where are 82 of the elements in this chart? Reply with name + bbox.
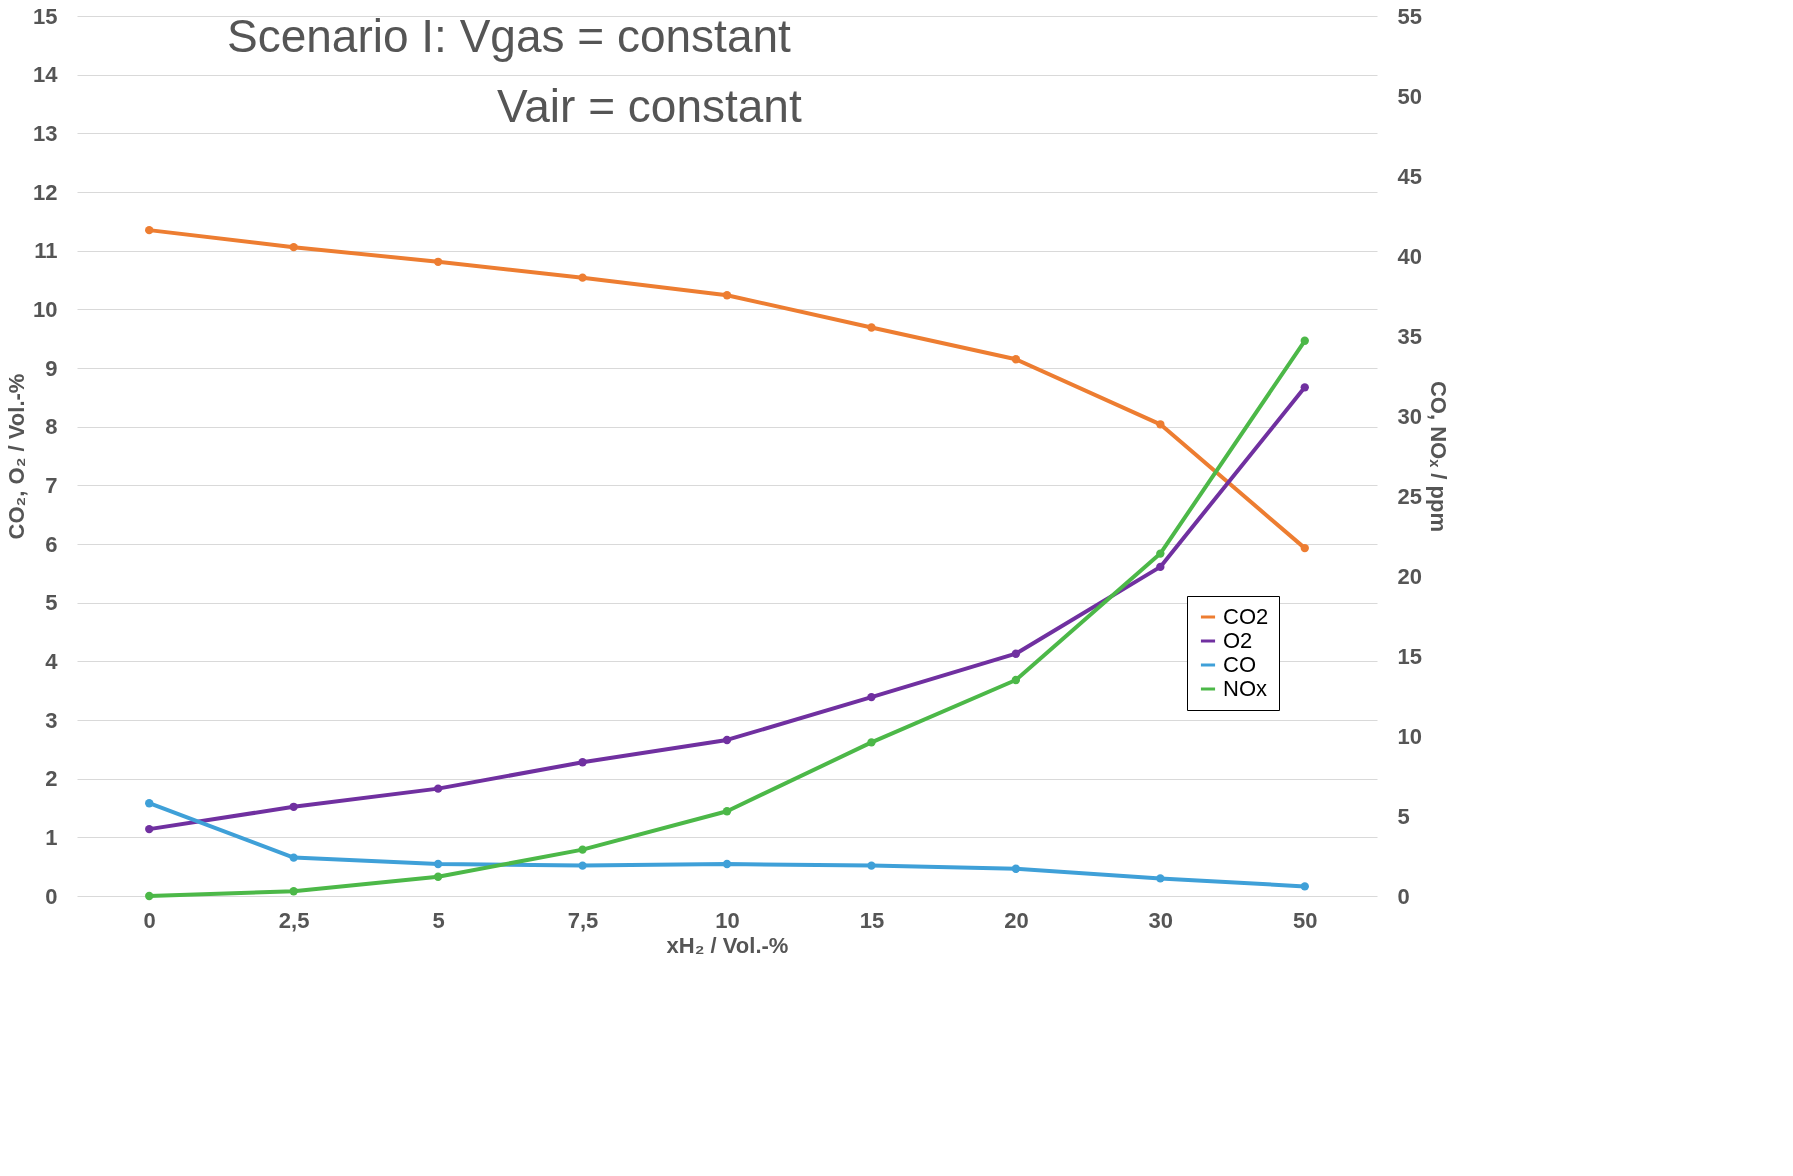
chart-title: Scenario I: Vgas = constant bbox=[227, 10, 792, 62]
point bbox=[1011, 864, 1021, 873]
point bbox=[1300, 543, 1309, 553]
y-tick-label: 8 bbox=[45, 414, 58, 440]
point bbox=[722, 807, 732, 816]
x-tick-label: 50 bbox=[1293, 907, 1318, 933]
point bbox=[145, 799, 154, 808]
point bbox=[1300, 383, 1309, 392]
point bbox=[433, 784, 443, 793]
y-tick-label: 13 bbox=[33, 120, 58, 146]
x-tick-label: 20 bbox=[1004, 907, 1029, 933]
point bbox=[1011, 355, 1021, 364]
y2-tick-label: 55 bbox=[1397, 3, 1422, 29]
y2-tick-label: 25 bbox=[1397, 483, 1422, 509]
point bbox=[578, 845, 587, 854]
x-tick-label: 0 bbox=[143, 907, 156, 933]
point bbox=[1011, 675, 1021, 685]
y-tick-label: 1 bbox=[45, 824, 58, 850]
y2-tick-label: 30 bbox=[1397, 403, 1422, 429]
point bbox=[578, 758, 587, 767]
point bbox=[867, 861, 876, 870]
point bbox=[722, 291, 732, 300]
y2-tick-label: 15 bbox=[1397, 643, 1422, 669]
point bbox=[867, 323, 876, 332]
y-tick-label: 9 bbox=[45, 355, 58, 381]
point bbox=[1156, 562, 1165, 572]
y-tick-label: 7 bbox=[45, 472, 58, 498]
point bbox=[289, 242, 298, 252]
point bbox=[722, 859, 732, 869]
y-tick-label: 6 bbox=[45, 531, 58, 557]
x-tick-label: 10 bbox=[715, 907, 740, 933]
point bbox=[433, 257, 443, 266]
y-tick-label: 12 bbox=[33, 179, 58, 205]
point bbox=[1300, 336, 1309, 345]
x-tick-label: 30 bbox=[1148, 907, 1174, 933]
y-tick-label: 11 bbox=[34, 238, 58, 264]
point bbox=[578, 861, 587, 870]
y-axis-title: CO₂, O₂ / Vol.-% bbox=[4, 373, 30, 540]
y2-tick-label: 20 bbox=[1397, 563, 1422, 589]
y2-tick-label: 50 bbox=[1397, 83, 1422, 109]
point bbox=[1156, 549, 1165, 558]
point bbox=[722, 735, 732, 745]
point bbox=[289, 887, 298, 896]
text: Vair = constant bbox=[497, 80, 802, 132]
y-tick-label: 5 bbox=[45, 590, 58, 616]
y2-tick-label: 0 bbox=[1397, 883, 1410, 909]
y2-tick-label: 5 bbox=[1397, 803, 1410, 829]
y-tick-label: 10 bbox=[33, 296, 58, 322]
point bbox=[433, 872, 443, 881]
legend-label: NOx bbox=[1223, 676, 1267, 701]
point bbox=[145, 225, 154, 235]
point bbox=[145, 891, 154, 901]
legend-label: CO2 bbox=[1223, 604, 1269, 629]
point bbox=[289, 802, 298, 811]
point bbox=[145, 824, 154, 834]
x-tick-label: 7,5 bbox=[567, 907, 599, 933]
y2-axis-title: CO, NOₓ / ppm bbox=[1425, 380, 1451, 533]
y-tick-label: 2 bbox=[45, 766, 58, 792]
point bbox=[1156, 420, 1165, 429]
point bbox=[289, 853, 298, 862]
y2-tick-label: 35 bbox=[1397, 323, 1422, 349]
point bbox=[578, 273, 587, 282]
x-tick-label: 2,5 bbox=[278, 907, 310, 933]
point bbox=[433, 859, 443, 869]
y2-tick-label: 40 bbox=[1397, 243, 1422, 269]
legend-label: CO bbox=[1223, 652, 1256, 677]
y2-tick-label: 10 bbox=[1397, 723, 1422, 749]
y-tick-label: 15 bbox=[33, 3, 58, 29]
y2-tick-label: 45 bbox=[1397, 163, 1422, 189]
point bbox=[1156, 874, 1165, 883]
point bbox=[867, 692, 876, 702]
point bbox=[867, 738, 876, 747]
x-tick-label: 15 bbox=[859, 907, 885, 933]
y-tick-label: 14 bbox=[33, 62, 59, 88]
y-tick-label: 3 bbox=[45, 707, 58, 733]
point bbox=[1011, 649, 1021, 658]
legend-label: O2 bbox=[1223, 628, 1253, 653]
x-axis-title: xH₂ / Vol.-% bbox=[666, 932, 789, 958]
y-tick-label: 4 bbox=[45, 648, 59, 674]
x-tick-label: 5 bbox=[432, 907, 445, 933]
y-tick-label: 0 bbox=[45, 883, 58, 909]
point bbox=[1300, 882, 1309, 891]
